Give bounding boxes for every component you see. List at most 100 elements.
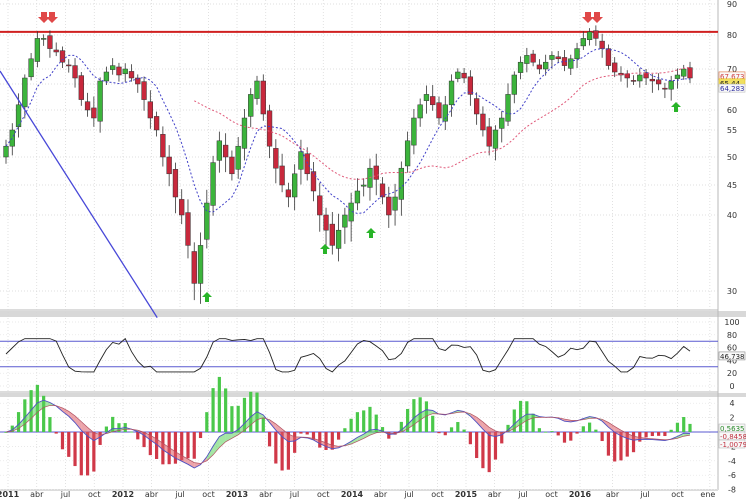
macd-histogram-bar <box>60 432 65 450</box>
candle-body <box>605 48 612 66</box>
macd-histogram-bar <box>431 415 435 432</box>
macd-histogram-bar <box>16 412 21 432</box>
macd-histogram-bar <box>261 417 265 432</box>
candle-body <box>643 72 649 79</box>
macd-histogram-bar <box>493 432 498 460</box>
macd-histogram-bar <box>67 432 71 457</box>
macd-cloud-segment <box>162 443 170 454</box>
macd-histogram-bar <box>468 432 472 445</box>
osc-y-tick: 100 <box>724 318 739 327</box>
candle-body <box>254 80 260 99</box>
candle-body <box>655 79 662 85</box>
candle-body <box>630 80 637 82</box>
candle-body <box>185 212 191 246</box>
macd-histogram-bar <box>355 412 360 432</box>
x-tick-label: abr <box>374 490 388 499</box>
macd-histogram-bar <box>544 431 548 433</box>
macd-histogram-bar <box>600 432 604 442</box>
candle-body <box>580 38 586 47</box>
candle-body <box>298 151 304 170</box>
macd-histogram-bar <box>380 427 385 432</box>
macd-histogram-bar <box>73 432 77 467</box>
macd-last-value-badge: 0,5635 <box>718 423 746 433</box>
candle-body <box>499 117 505 129</box>
macd-histogram-bar <box>569 432 573 441</box>
candle-body <box>599 40 605 49</box>
macd-histogram-bar <box>675 422 680 432</box>
price-y-tick: 90 <box>727 0 737 9</box>
macd-histogram-bar <box>412 399 416 432</box>
macd-last-value-badge: -1,0079 <box>718 439 746 449</box>
macd-cloud-segment <box>213 436 220 455</box>
candle-body <box>668 80 674 90</box>
candle-body <box>122 68 128 75</box>
macd-histogram-bar <box>518 400 523 432</box>
candle-body <box>455 71 461 79</box>
macd-histogram-bar <box>556 432 560 436</box>
macd-histogram-bar <box>267 432 272 447</box>
support-trendline <box>0 70 158 318</box>
macd-cloud-segment <box>31 402 38 419</box>
macd-y-tick: 4 <box>729 399 734 408</box>
macd-histogram-bar <box>531 413 535 432</box>
candle-body <box>517 61 524 73</box>
macd-histogram-bar <box>506 424 510 432</box>
candle-body <box>116 66 122 76</box>
candle-body <box>22 77 28 108</box>
x-tick-label: abr <box>259 490 273 499</box>
macd-cloud-segment <box>169 447 176 459</box>
osc-last-value-badge: 46,738 <box>718 351 746 361</box>
macd-histogram-bar <box>437 432 441 434</box>
badge-box <box>718 351 746 361</box>
macd-histogram-bar <box>644 432 648 438</box>
candle-body <box>128 71 135 79</box>
macd-cloud-segment <box>351 437 358 445</box>
macd-cloud-segment <box>219 433 226 448</box>
macd-cloud-segment <box>482 421 490 436</box>
macd-histogram-bar <box>286 432 290 470</box>
candle-body <box>461 72 467 79</box>
macd-cloud-segment <box>275 423 283 437</box>
candle-body <box>197 245 204 284</box>
candle-body <box>292 173 298 198</box>
up-arrow-icon <box>366 228 376 238</box>
macd-histogram-bar <box>336 432 341 440</box>
macd-cloud-segment <box>93 432 101 441</box>
macd-histogram-bar <box>54 432 58 434</box>
candle-body <box>310 171 317 192</box>
macd-histogram-bar <box>362 410 366 432</box>
candle-body <box>329 223 335 246</box>
macd-histogram-bar <box>399 421 403 432</box>
macd-cloud-segment <box>476 417 483 430</box>
x-tick-label: jul <box>639 490 650 499</box>
macd-cloud-segment <box>231 429 239 439</box>
macd-histogram-bar <box>4 432 8 433</box>
oscillator-line <box>5 337 691 373</box>
candle-body <box>442 104 448 122</box>
macd-histogram-bar <box>104 426 109 432</box>
candle-body <box>436 102 442 119</box>
x-tick-label: jul <box>517 490 528 499</box>
macd-cloud-segment <box>238 423 245 435</box>
macd-histogram-bar <box>688 423 692 432</box>
macd-histogram-bar <box>249 391 253 432</box>
macd-histogram-bar <box>311 432 316 440</box>
macd-last-value-badge: -0,8458 <box>718 431 746 441</box>
macd-cloud-segment <box>608 422 615 433</box>
macd-cloud-segment <box>257 411 264 420</box>
macd-histogram-bar <box>324 432 328 450</box>
osc-y-tick: 60 <box>727 344 737 353</box>
candle-body <box>172 169 179 198</box>
x-tick-label: oct <box>317 490 329 499</box>
candle-body <box>530 53 536 63</box>
badge-text: 64,283 <box>720 85 745 93</box>
macd-cloud-segment <box>75 415 82 431</box>
candle-body <box>323 214 329 231</box>
candle-body <box>166 156 172 175</box>
candle-body <box>555 56 561 60</box>
candle-body <box>135 77 141 85</box>
candle-body <box>260 80 266 115</box>
candle-body <box>467 76 474 95</box>
osc-y-tick: 0 <box>729 382 734 391</box>
